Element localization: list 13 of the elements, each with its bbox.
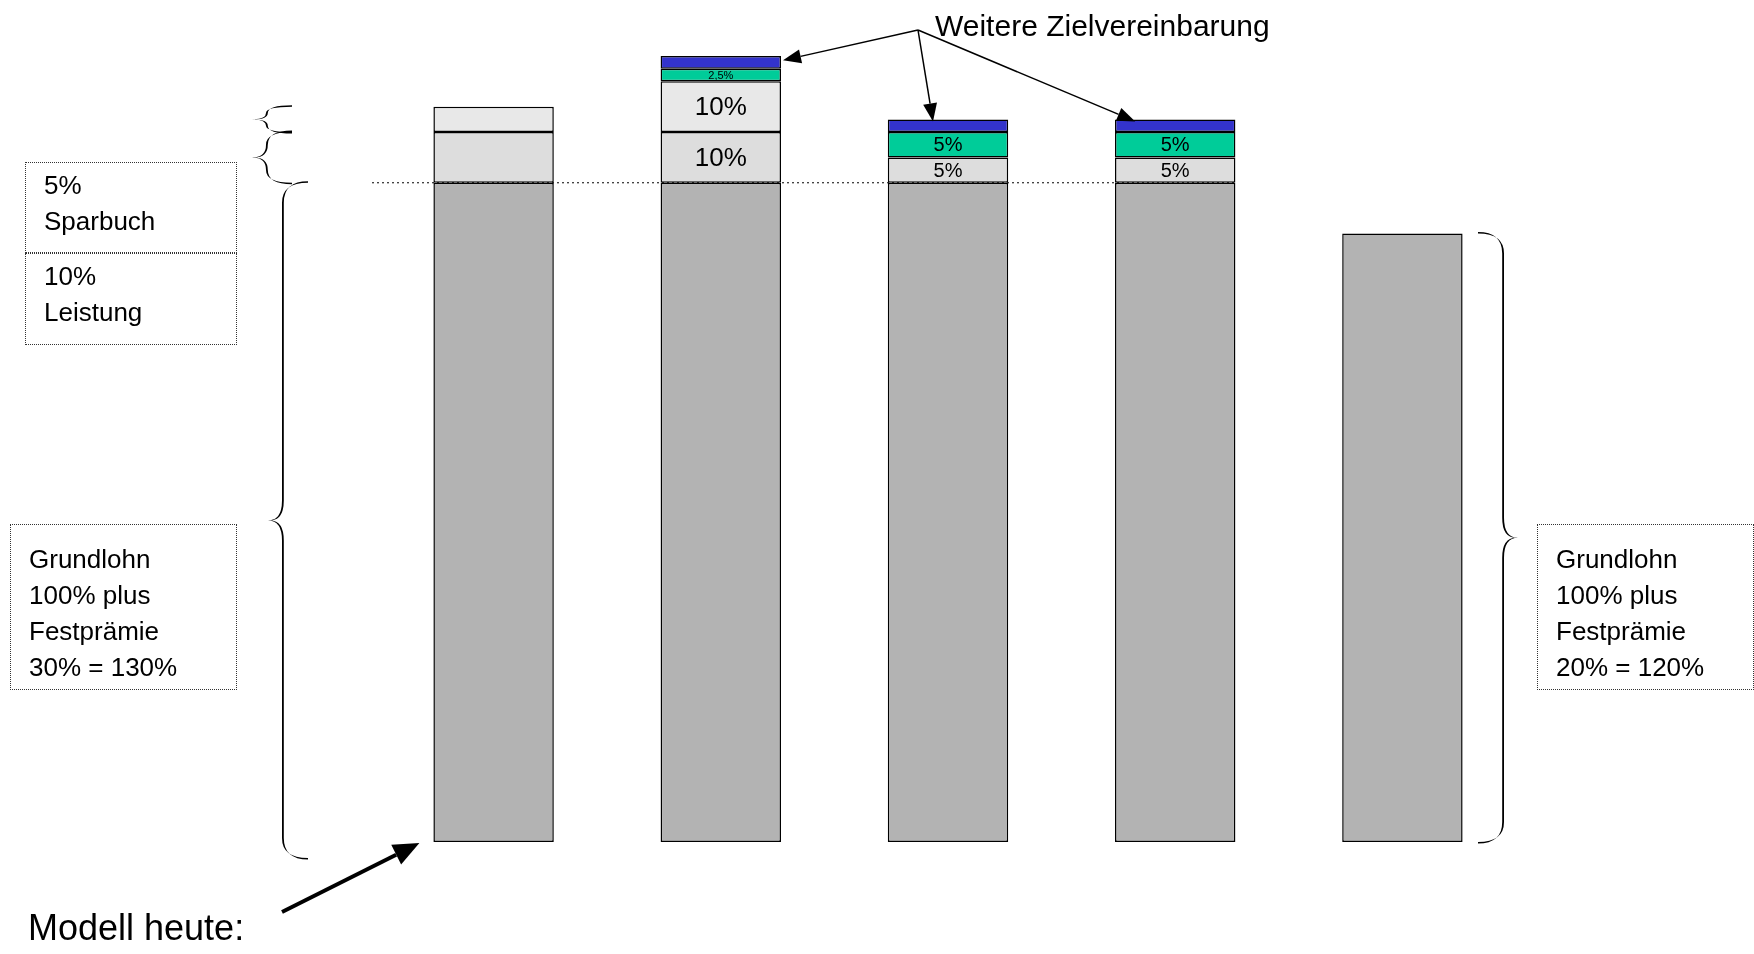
text: Weitere Zielvereinbarung (935, 8, 1270, 44)
text: Grundlohn 100% plus Festprämie 20% = 120% (1537, 524, 1754, 690)
data-label: 5% (1160, 133, 1190, 156)
data-label: 5% (1160, 158, 1190, 181)
data-label: 5% (933, 133, 963, 156)
data-label: 10% (694, 141, 747, 172)
text: Grundlohn 100% plus Festprämie 30% = 130% (10, 524, 237, 690)
text: 10% Leistung (25, 253, 237, 345)
data-label: 2,5% (708, 69, 734, 82)
text: 5% Sparbuch (25, 162, 237, 253)
text: Modell heute: (28, 906, 245, 950)
data-label: 10% (694, 90, 747, 121)
data-label: 5% (933, 158, 963, 181)
